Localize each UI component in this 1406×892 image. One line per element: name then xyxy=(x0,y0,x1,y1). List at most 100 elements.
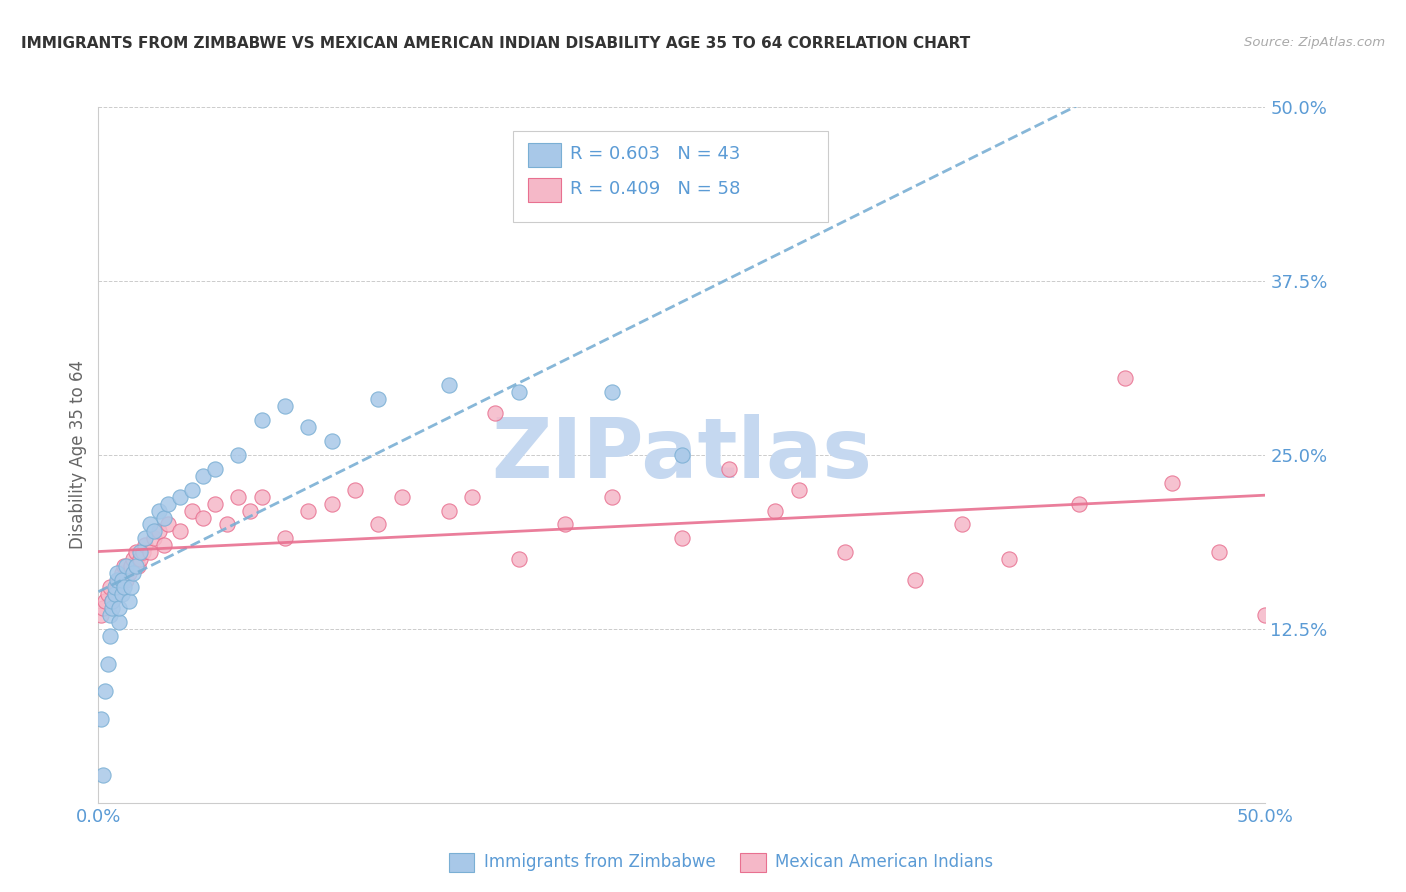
Point xyxy=(122,566,145,581)
Point xyxy=(950,517,973,532)
Point xyxy=(120,559,142,574)
Point xyxy=(112,559,135,574)
Point xyxy=(717,462,740,476)
Point xyxy=(169,524,191,539)
Point xyxy=(297,420,319,434)
Point xyxy=(461,490,484,504)
Point xyxy=(94,594,117,608)
Point xyxy=(787,483,810,497)
Point xyxy=(139,517,162,532)
Point xyxy=(367,392,389,407)
Point xyxy=(204,497,226,511)
Point xyxy=(600,385,623,400)
Point xyxy=(157,497,180,511)
Point xyxy=(321,434,343,448)
Point xyxy=(1208,545,1230,559)
Point xyxy=(228,490,250,504)
Text: Immigrants from Zimbabwe: Immigrants from Zimbabwe xyxy=(484,853,716,871)
Point xyxy=(134,538,156,552)
Point xyxy=(763,503,786,517)
Point xyxy=(204,462,226,476)
Point xyxy=(1114,371,1136,385)
Point xyxy=(98,607,121,622)
Point xyxy=(143,532,166,546)
Text: R = 0.409   N = 58: R = 0.409 N = 58 xyxy=(569,180,740,198)
Point xyxy=(148,503,170,517)
Point xyxy=(152,538,174,552)
Point xyxy=(228,448,250,462)
Point xyxy=(600,490,623,504)
Point xyxy=(104,580,127,594)
Point xyxy=(112,580,135,594)
Point xyxy=(169,490,191,504)
Point xyxy=(508,385,530,400)
Point xyxy=(132,545,155,559)
Point xyxy=(125,545,148,559)
Point xyxy=(129,552,152,566)
Point xyxy=(122,552,145,566)
Point xyxy=(105,566,128,581)
Point xyxy=(437,378,460,392)
Point xyxy=(250,490,273,504)
Point xyxy=(671,532,693,546)
Point xyxy=(834,545,856,559)
Point xyxy=(321,497,343,511)
Point xyxy=(129,545,152,559)
Point xyxy=(508,552,530,566)
Point xyxy=(90,712,112,726)
Point xyxy=(1254,607,1277,622)
Point xyxy=(115,573,138,587)
Point xyxy=(157,517,180,532)
Point xyxy=(101,594,124,608)
Point xyxy=(134,532,156,546)
Point xyxy=(94,684,117,698)
Text: R = 0.603   N = 43: R = 0.603 N = 43 xyxy=(569,145,740,163)
Point xyxy=(554,517,576,532)
Point xyxy=(118,594,141,608)
Point xyxy=(104,587,127,601)
Point xyxy=(274,399,297,413)
Point xyxy=(139,545,162,559)
Text: IMMIGRANTS FROM ZIMBABWE VS MEXICAN AMERICAN INDIAN DISABILITY AGE 35 TO 64 CORR: IMMIGRANTS FROM ZIMBABWE VS MEXICAN AMER… xyxy=(21,36,970,51)
Point xyxy=(104,587,127,601)
Point xyxy=(215,517,238,532)
Point xyxy=(105,580,128,594)
Point xyxy=(90,607,112,622)
Point xyxy=(91,768,114,782)
Point xyxy=(97,657,120,671)
Point xyxy=(108,615,131,629)
Point xyxy=(105,573,128,587)
Point xyxy=(108,601,131,615)
Point xyxy=(98,580,121,594)
FancyBboxPatch shape xyxy=(527,144,561,167)
Point xyxy=(111,566,134,581)
Point xyxy=(367,517,389,532)
Point xyxy=(193,510,215,524)
Point xyxy=(97,587,120,601)
Point xyxy=(274,532,297,546)
Point xyxy=(152,510,174,524)
Point xyxy=(91,601,114,615)
Point xyxy=(108,573,131,587)
Point xyxy=(239,503,262,517)
Y-axis label: Disability Age 35 to 64: Disability Age 35 to 64 xyxy=(69,360,87,549)
FancyBboxPatch shape xyxy=(527,178,561,202)
Point xyxy=(118,566,141,581)
Point xyxy=(120,580,142,594)
FancyBboxPatch shape xyxy=(513,131,828,222)
Point xyxy=(127,559,149,574)
Text: Mexican American Indians: Mexican American Indians xyxy=(775,853,994,871)
Point xyxy=(98,629,121,643)
Point xyxy=(904,573,927,587)
Text: ZIPatlas: ZIPatlas xyxy=(492,415,872,495)
Point xyxy=(297,503,319,517)
Point xyxy=(111,587,134,601)
Point xyxy=(101,594,124,608)
Point xyxy=(111,573,134,587)
Point xyxy=(101,601,124,615)
Point xyxy=(193,468,215,483)
Point xyxy=(115,559,138,574)
Point xyxy=(344,483,367,497)
Point xyxy=(143,524,166,539)
Point xyxy=(250,413,273,427)
